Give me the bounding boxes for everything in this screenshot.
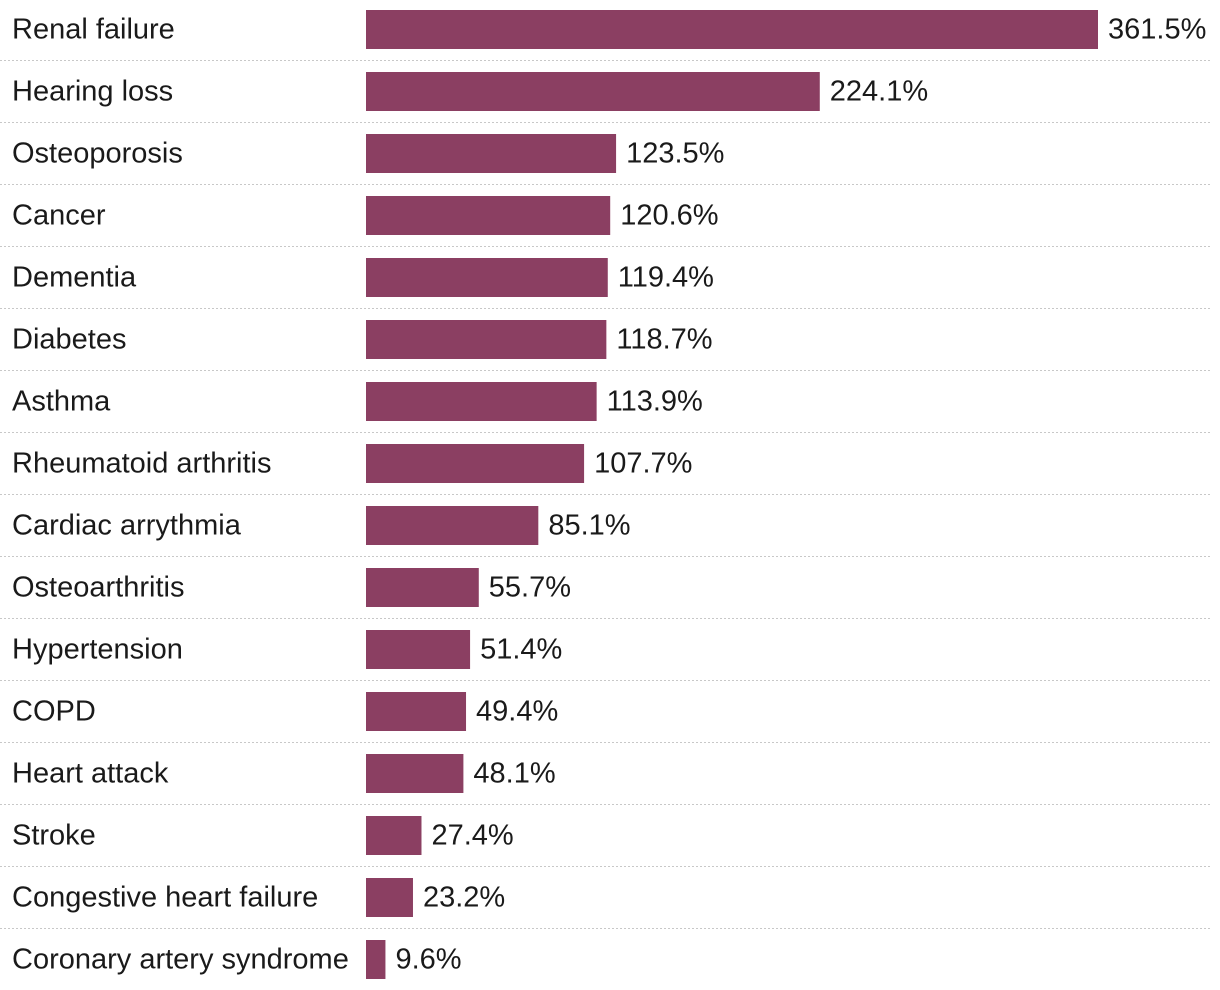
category-label: Congestive heart failure — [12, 882, 318, 914]
bar — [366, 754, 464, 793]
category-label: Osteoporosis — [12, 138, 183, 170]
value-label: 113.9% — [607, 386, 703, 418]
chart-rows: Renal failure 361.5% Hearing loss 224.1% Ost… — [0, 10, 1212, 979]
value-label: 48.1% — [473, 758, 555, 790]
bar — [366, 568, 479, 607]
value-label: 224.1% — [830, 76, 928, 108]
bar — [366, 10, 1098, 49]
category-label: Osteoarthritis — [12, 572, 184, 604]
value-label: 27.4% — [431, 820, 513, 852]
value-label: 107.7% — [594, 448, 692, 480]
bar — [366, 940, 386, 979]
bar — [366, 258, 608, 297]
value-label: 120.6% — [620, 200, 718, 232]
bar — [366, 692, 467, 731]
value-label: 85.1% — [548, 510, 630, 542]
bar — [366, 196, 611, 235]
category-label: Dementia — [12, 262, 137, 294]
value-label: 119.4% — [618, 262, 714, 294]
bar — [366, 382, 597, 421]
bar — [366, 444, 585, 483]
bar — [366, 878, 413, 917]
category-label: Diabetes — [12, 324, 126, 356]
category-label: Cancer — [12, 200, 106, 232]
category-label: Cardiac arrythmia — [12, 510, 242, 542]
value-label: 361.5% — [1108, 14, 1206, 46]
bar — [366, 134, 617, 173]
bar — [366, 72, 820, 111]
category-label: Hearing loss — [12, 76, 173, 108]
category-label: Asthma — [12, 386, 111, 418]
category-label: Heart attack — [12, 758, 169, 790]
category-label: Rheumatoid arthritis — [12, 448, 272, 480]
category-label: Coronary artery syndrome — [12, 944, 349, 976]
value-label: 118.7% — [616, 324, 712, 356]
value-label: 9.6% — [395, 944, 461, 976]
category-label: Stroke — [12, 820, 96, 852]
category-label: COPD — [12, 696, 96, 728]
category-label: Renal failure — [12, 14, 175, 46]
value-label: 55.7% — [489, 572, 571, 604]
value-label: 51.4% — [480, 634, 562, 666]
value-label: 123.5% — [626, 138, 724, 170]
bar — [366, 320, 607, 359]
bar — [366, 506, 539, 545]
bar — [366, 630, 471, 669]
category-label: Hypertension — [12, 634, 183, 666]
value-label: 49.4% — [476, 696, 558, 728]
value-label: 23.2% — [423, 882, 505, 914]
bar — [366, 816, 422, 855]
